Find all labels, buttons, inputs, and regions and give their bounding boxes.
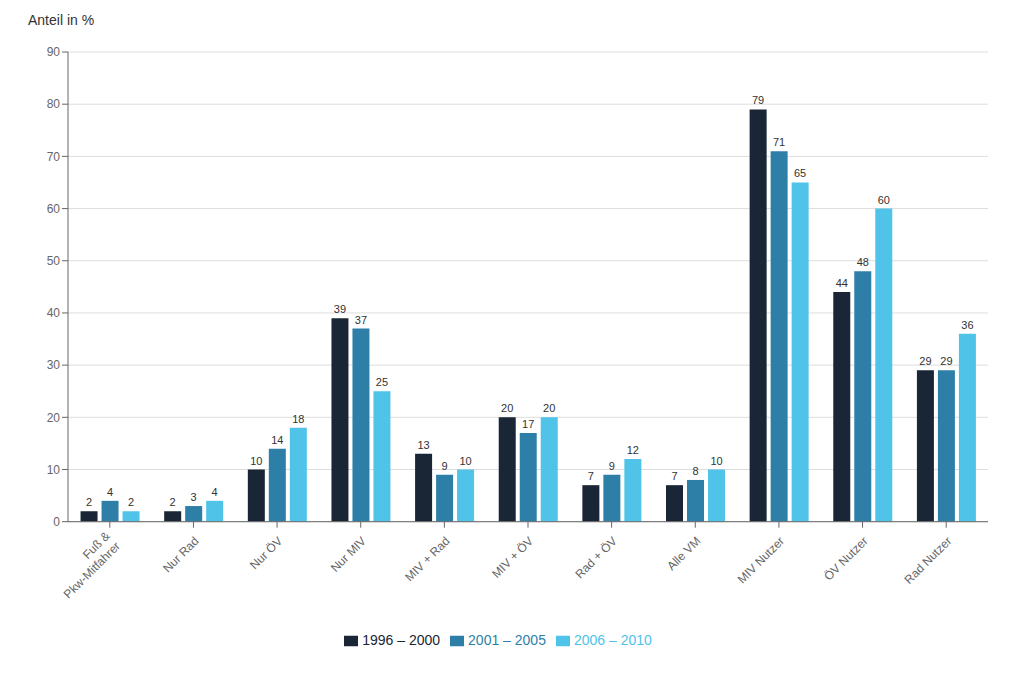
svg-text:7: 7 (588, 470, 594, 482)
svg-text:2: 2 (170, 496, 176, 508)
svg-text:Nur MIV: Nur MIV (328, 534, 369, 575)
svg-text:4: 4 (212, 486, 218, 498)
svg-text:10: 10 (710, 455, 722, 467)
svg-text:Rad Nutzer: Rad Nutzer (902, 534, 955, 587)
svg-text:Fuß &Pkw-Mitfahrer: Fuß &Pkw-Mitfahrer (51, 529, 123, 601)
svg-text:MIV + Rad: MIV + Rad (402, 534, 452, 584)
html-text:2001 – 2005: 2001 – 2005 (468, 631, 546, 648)
svg-text:10: 10 (47, 463, 61, 477)
svg-text:29: 29 (940, 355, 952, 367)
svg-text:2: 2 (86, 496, 92, 508)
svg-text:14: 14 (271, 434, 283, 446)
svg-text:17: 17 (522, 418, 534, 430)
svg-text:29: 29 (919, 355, 931, 367)
svg-text:50: 50 (47, 254, 61, 268)
svg-text:12: 12 (627, 444, 639, 456)
svg-text:0: 0 (53, 515, 60, 529)
html-text:2006 – 2010: 2006 – 2010 (573, 631, 652, 648)
html-text:1996 – 2000: 1996 – 2000 (362, 631, 441, 648)
svg-text:48: 48 (857, 256, 869, 268)
svg-text:3: 3 (191, 491, 197, 503)
svg-text:9: 9 (442, 460, 448, 472)
svg-text:20: 20 (501, 402, 513, 414)
svg-text:7: 7 (671, 470, 677, 482)
svg-text:60: 60 (878, 194, 890, 206)
svg-text:44: 44 (836, 277, 848, 289)
svg-text:10: 10 (459, 455, 471, 467)
svg-text:4: 4 (107, 486, 113, 498)
svg-text:18: 18 (292, 413, 304, 425)
html-text:Anteil in %: Anteil in % (28, 12, 95, 28)
svg-text:60: 60 (47, 202, 61, 216)
svg-text:20: 20 (543, 402, 555, 414)
svg-text:Rad + ÖV: Rad + ÖV (572, 534, 619, 581)
svg-text:Nur ÖV: Nur ÖV (247, 534, 285, 572)
svg-text:80: 80 (47, 97, 61, 111)
svg-text:MIV + ÖV: MIV + ÖV (489, 534, 536, 581)
svg-text:10: 10 (250, 455, 262, 467)
svg-text:79: 79 (752, 94, 764, 106)
svg-text:65: 65 (794, 167, 806, 179)
svg-text:Nur Rad: Nur Rad (160, 534, 201, 575)
svg-text:30: 30 (47, 358, 61, 372)
svg-text:Alle VM: Alle VM (664, 534, 703, 573)
svg-text:70: 70 (47, 150, 61, 164)
svg-text:20: 20 (47, 411, 61, 425)
svg-text:40: 40 (47, 306, 61, 320)
svg-text:MIV Nutzer: MIV Nutzer (735, 534, 787, 586)
svg-text:39: 39 (334, 303, 346, 315)
svg-text:9: 9 (609, 460, 615, 472)
svg-text:90: 90 (47, 45, 61, 59)
svg-text:37: 37 (355, 314, 367, 326)
svg-text:71: 71 (773, 136, 785, 148)
svg-text:13: 13 (417, 439, 429, 451)
svg-text:36: 36 (961, 319, 973, 331)
svg-text:25: 25 (376, 376, 388, 388)
svg-text:ÖV Nutzer: ÖV Nutzer (821, 534, 871, 584)
svg-text:2: 2 (128, 496, 134, 508)
svg-text:8: 8 (692, 465, 698, 477)
